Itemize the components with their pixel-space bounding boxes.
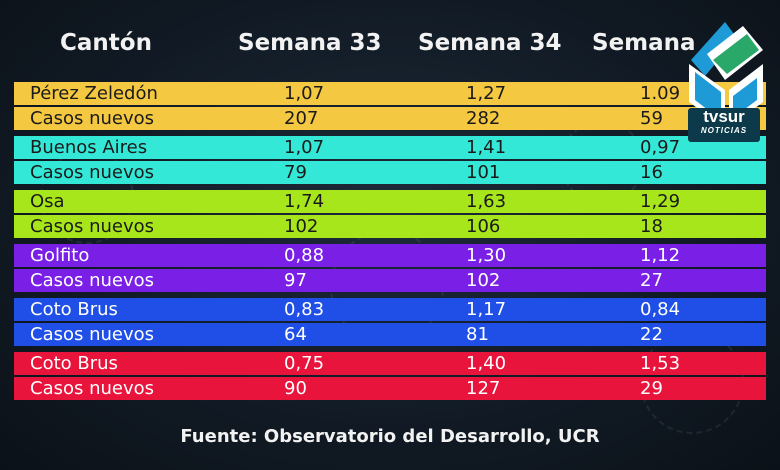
row-label: Pérez Zeledón xyxy=(30,83,158,104)
row-label: Casos nuevos xyxy=(30,108,155,129)
row-value-week-34: 1,40 xyxy=(466,353,507,374)
table-row: Golfito 0,88 1,30 1,12 xyxy=(14,244,766,267)
source-caption: Fuente: Observatorio del Desarrollo, UCR xyxy=(180,426,600,447)
row-value-week-34: 1,17 xyxy=(466,299,507,320)
row-value-week-34: 282 xyxy=(466,108,501,129)
table-row: Pérez Zeledón 1,07 1,27 1.09 xyxy=(14,82,766,105)
logo-brand: tvsur xyxy=(703,107,745,126)
row-value-week-35: 0,97 xyxy=(640,137,681,158)
table-row: Casos nuevos 79 101 16 xyxy=(14,161,766,184)
table-row: Osa 1,74 1,63 1,29 xyxy=(14,190,766,213)
logo-wordmark: tvsur NOTICIAS xyxy=(688,108,760,142)
row-label: Casos nuevos xyxy=(30,270,155,291)
row-label: Casos nuevos xyxy=(30,162,155,183)
table-row: Casos nuevos 207 282 59 xyxy=(14,107,766,130)
row-value-week-33: 0,75 xyxy=(284,353,325,374)
table-row: Casos nuevos 64 81 22 xyxy=(14,323,766,346)
header-canton: Cantón xyxy=(60,30,152,56)
row-value-week-34: 1,41 xyxy=(466,137,507,158)
row-label: Casos nuevos xyxy=(30,378,155,399)
row-label: Casos nuevos xyxy=(30,216,155,237)
row-value-week-35: 18 xyxy=(640,216,663,237)
row-value-week-33: 0,88 xyxy=(284,245,325,266)
row-value-week-35: 1,12 xyxy=(640,245,681,266)
row-label: Golfito xyxy=(30,245,90,266)
row-value-week-34: 1,27 xyxy=(466,83,507,104)
row-value-week-33: 102 xyxy=(284,216,319,237)
logo-subtitle: NOTICIAS xyxy=(700,126,748,135)
row-value-week-33: 1,07 xyxy=(284,137,325,158)
header-week-35: Semana 35 xyxy=(592,30,698,56)
row-label: Buenos Aires xyxy=(30,137,148,158)
row-value-week-35: 1,53 xyxy=(640,353,681,374)
row-value-week-33: 79 xyxy=(284,162,307,183)
table-row: Coto Brus 0,75 1,40 1,53 xyxy=(14,352,766,375)
row-value-week-35: 29 xyxy=(640,378,663,399)
table-row: Casos nuevos 97 102 27 xyxy=(14,269,766,292)
table-row: Casos nuevos 90 127 29 xyxy=(14,377,766,400)
row-value-week-34: 81 xyxy=(466,324,489,345)
table-header: Cantón Semana 33 Semana 34 Semana 35 xyxy=(0,30,780,64)
row-value-week-35: 1,29 xyxy=(640,191,681,212)
row-label: Casos nuevos xyxy=(30,324,155,345)
row-value-week-35: 22 xyxy=(640,324,663,345)
row-value-week-34: 102 xyxy=(466,270,501,291)
row-value-week-35: 59 xyxy=(640,108,663,129)
row-label: Coto Brus xyxy=(30,353,118,374)
table-row: Casos nuevos 102 106 18 xyxy=(14,215,766,238)
header-week-33: Semana 33 xyxy=(238,30,382,56)
row-value-week-35: 16 xyxy=(640,162,663,183)
row-value-week-33: 0,83 xyxy=(284,299,325,320)
row-value-week-35: 1.09 xyxy=(640,83,681,104)
row-value-week-34: 1,63 xyxy=(466,191,507,212)
data-table: Pérez Zeledón 1,07 1,27 1.09 Casos nuevos 207… xyxy=(14,82,766,402)
row-value-week-34: 1,30 xyxy=(466,245,507,266)
row-value-week-34: 106 xyxy=(466,216,501,237)
row-label: Coto Brus xyxy=(30,299,118,320)
row-value-week-33: 90 xyxy=(284,378,307,399)
row-value-week-35: 0,84 xyxy=(640,299,681,320)
header-week-34: Semana 34 xyxy=(418,30,562,56)
row-value-week-33: 64 xyxy=(284,324,307,345)
row-value-week-34: 127 xyxy=(466,378,501,399)
row-value-week-33: 1,74 xyxy=(284,191,325,212)
row-value-week-35: 27 xyxy=(640,270,663,291)
table-row: Buenos Aires 1,07 1,41 0,97 xyxy=(14,136,766,159)
row-label: Osa xyxy=(30,191,65,212)
row-value-week-33: 207 xyxy=(284,108,319,129)
row-value-week-33: 1,07 xyxy=(284,83,325,104)
row-value-week-33: 97 xyxy=(284,270,307,291)
row-value-week-34: 101 xyxy=(466,162,501,183)
table-row: Coto Brus 0,83 1,17 0,84 xyxy=(14,298,766,321)
